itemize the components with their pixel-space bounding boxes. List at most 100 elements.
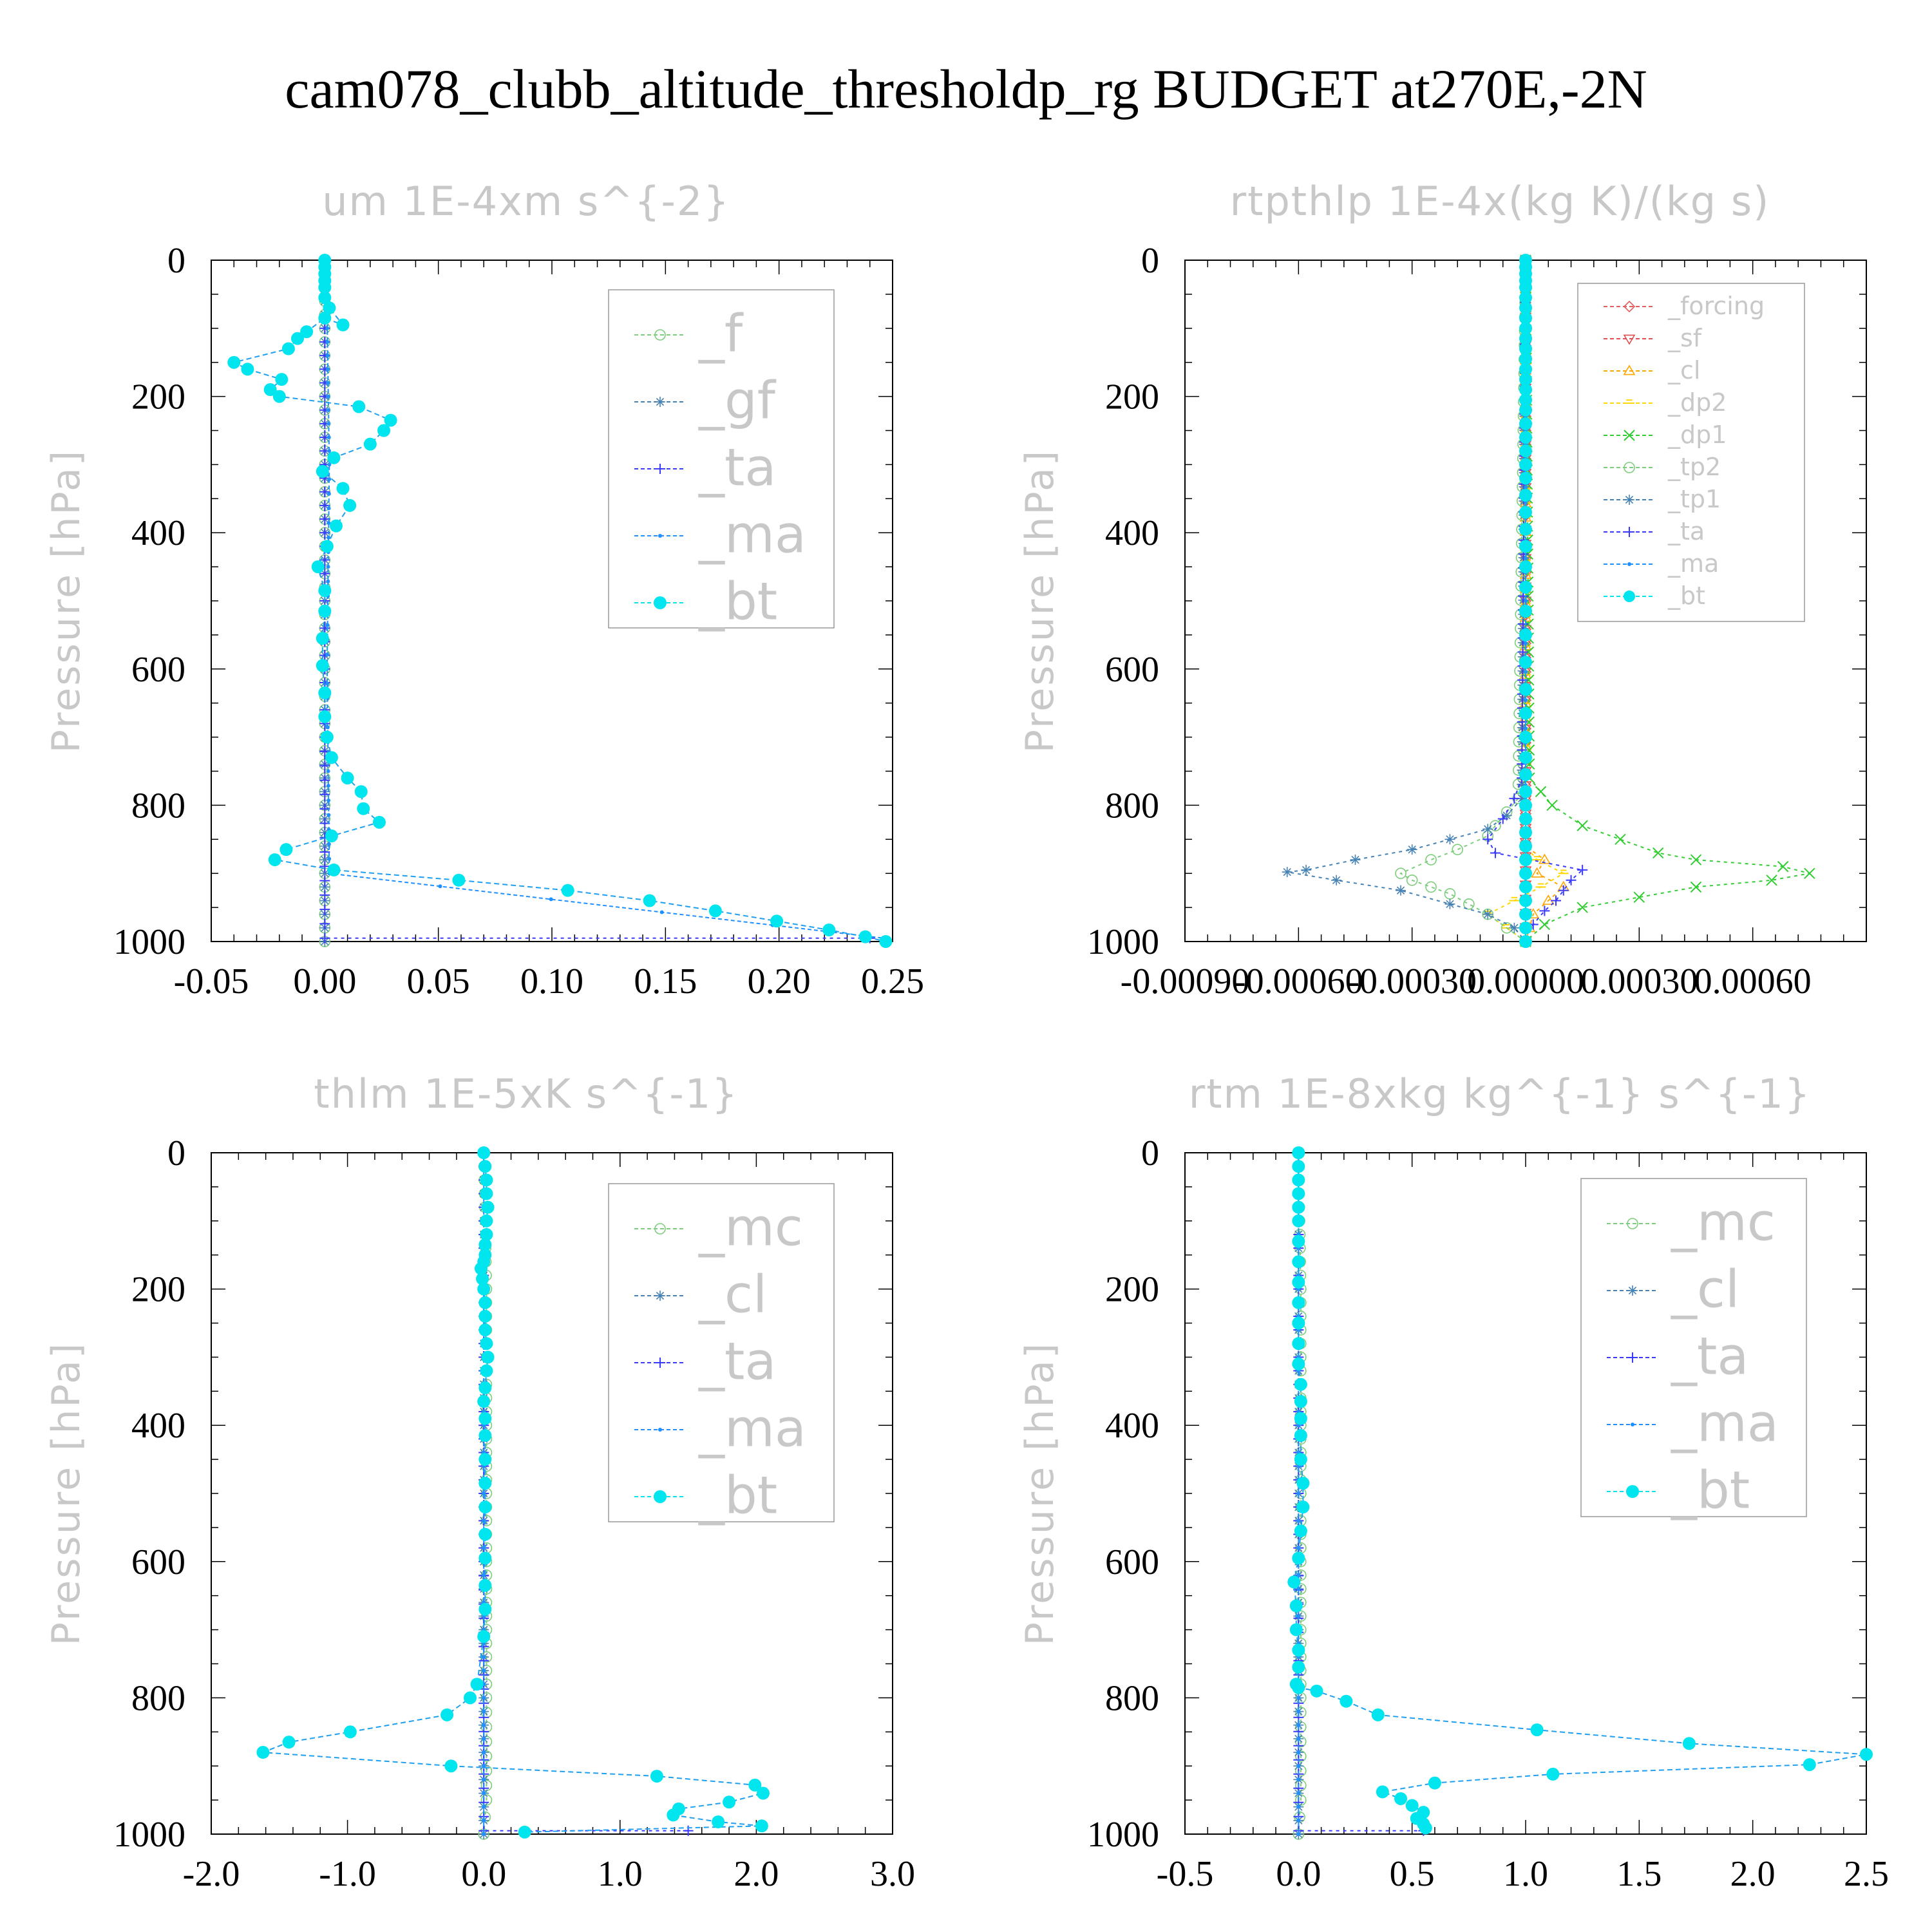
data-point — [1624, 527, 1634, 537]
data-point — [655, 1358, 665, 1368]
y-tick-label: 1000 — [1087, 922, 1159, 962]
panel-title: rtpthlp 1E-4x(kg K)/(kg s) — [1230, 178, 1770, 225]
data-point — [1519, 656, 1532, 669]
data-point — [478, 1381, 492, 1395]
data-point — [1296, 1832, 1301, 1836]
series-line-bt — [263, 1152, 764, 1833]
data-point — [480, 1227, 493, 1241]
data-point — [327, 491, 331, 496]
y-axis-label: Pressure [hPa] — [44, 1341, 89, 1645]
data-point — [327, 813, 331, 817]
y-tick-label: 0 — [167, 1133, 185, 1173]
data-point — [478, 1323, 492, 1337]
data-point — [318, 291, 332, 305]
data-point — [480, 1337, 493, 1350]
legend-box — [1577, 283, 1805, 622]
data-point — [311, 560, 325, 574]
data-point — [300, 325, 314, 339]
legend-label: _ta — [1671, 1327, 1748, 1387]
data-point — [318, 604, 332, 618]
data-point — [1519, 867, 1532, 880]
data-point — [770, 914, 784, 928]
data-point — [1524, 599, 1528, 603]
data-point — [1296, 1696, 1301, 1700]
data-point — [481, 1200, 495, 1214]
data-point — [319, 904, 330, 915]
panel-title: um 1E-4xm s^{-2} — [322, 178, 730, 225]
data-point — [1292, 1316, 1305, 1330]
data-point — [1517, 694, 1528, 705]
data-point — [1296, 1804, 1301, 1809]
y-tick-label: 600 — [1105, 1542, 1159, 1582]
data-point — [318, 584, 332, 598]
data-point — [241, 363, 254, 376]
data-point — [655, 397, 665, 407]
data-point — [329, 519, 343, 533]
data-point — [372, 815, 386, 829]
y-tick-label: 400 — [1105, 1406, 1159, 1446]
data-point — [1294, 1453, 1307, 1466]
panel-title: thlm 1E-5xK s^{-1} — [314, 1070, 738, 1117]
data-point — [658, 534, 662, 538]
data-point — [1535, 786, 1547, 797]
data-point — [1350, 855, 1361, 866]
data-point — [1519, 921, 1532, 934]
x-tick-label: -0.00060 — [1234, 961, 1363, 1001]
data-point — [1519, 342, 1532, 355]
legend: _mc _cl _ta _ma _bt — [608, 1183, 835, 1526]
data-point — [1482, 834, 1493, 845]
data-point — [326, 367, 330, 372]
data-point — [1292, 1187, 1305, 1200]
data-point — [1623, 365, 1636, 375]
data-point — [319, 623, 330, 634]
data-point — [1633, 891, 1645, 903]
data-point — [1501, 810, 1512, 821]
data-point — [1395, 867, 1406, 879]
data-point — [1296, 1818, 1301, 1823]
data-point — [477, 1146, 491, 1159]
data-point — [1519, 301, 1532, 315]
data-point — [1519, 628, 1532, 641]
data-point — [1517, 722, 1528, 733]
data-point — [1631, 1423, 1634, 1426]
data-point — [1292, 1296, 1305, 1309]
data-point — [879, 935, 893, 948]
data-point — [1463, 898, 1475, 910]
legend-label: _dp1 — [1667, 421, 1727, 449]
legend-label: _forcing — [1667, 292, 1765, 320]
x-tick-label: 1.0 — [1503, 1854, 1548, 1894]
data-point — [1623, 334, 1636, 345]
legend-label: _bt — [698, 572, 777, 632]
data-point — [1551, 895, 1562, 906]
data-point — [354, 785, 368, 799]
data-point — [1624, 462, 1635, 473]
data-point — [482, 1696, 486, 1700]
data-point — [655, 464, 665, 474]
data-point — [1653, 847, 1664, 859]
data-point — [482, 1777, 486, 1782]
data-point — [319, 861, 330, 872]
data-point — [1296, 1723, 1301, 1727]
data-point — [756, 1786, 770, 1800]
data-point — [343, 1725, 357, 1739]
data-point — [1394, 1792, 1408, 1805]
data-point — [438, 884, 442, 889]
data-point — [480, 1187, 493, 1200]
data-point — [268, 853, 281, 867]
data-point — [1577, 864, 1588, 875]
data-point — [464, 1691, 477, 1705]
data-point — [1627, 1352, 1638, 1363]
chart-panel-3: thlm 1E-5xK s^{-1} Pressure [hPa] 0 200 400 6… — [44, 1070, 915, 1894]
data-point — [1296, 1477, 1310, 1490]
y-tick-label: 1000 — [113, 922, 185, 962]
y-axis-label: Pressure [hPa] — [1018, 449, 1063, 753]
data-point — [1524, 726, 1528, 731]
data-point — [1296, 1519, 1301, 1523]
y-tick-label: 600 — [131, 1542, 185, 1582]
data-point — [1777, 860, 1789, 873]
data-point — [1624, 591, 1635, 602]
data-point — [1425, 881, 1437, 893]
x-tick-label: 0.00 — [293, 961, 356, 1001]
y-tick-label: 200 — [131, 377, 185, 417]
data-point — [1296, 1492, 1301, 1495]
